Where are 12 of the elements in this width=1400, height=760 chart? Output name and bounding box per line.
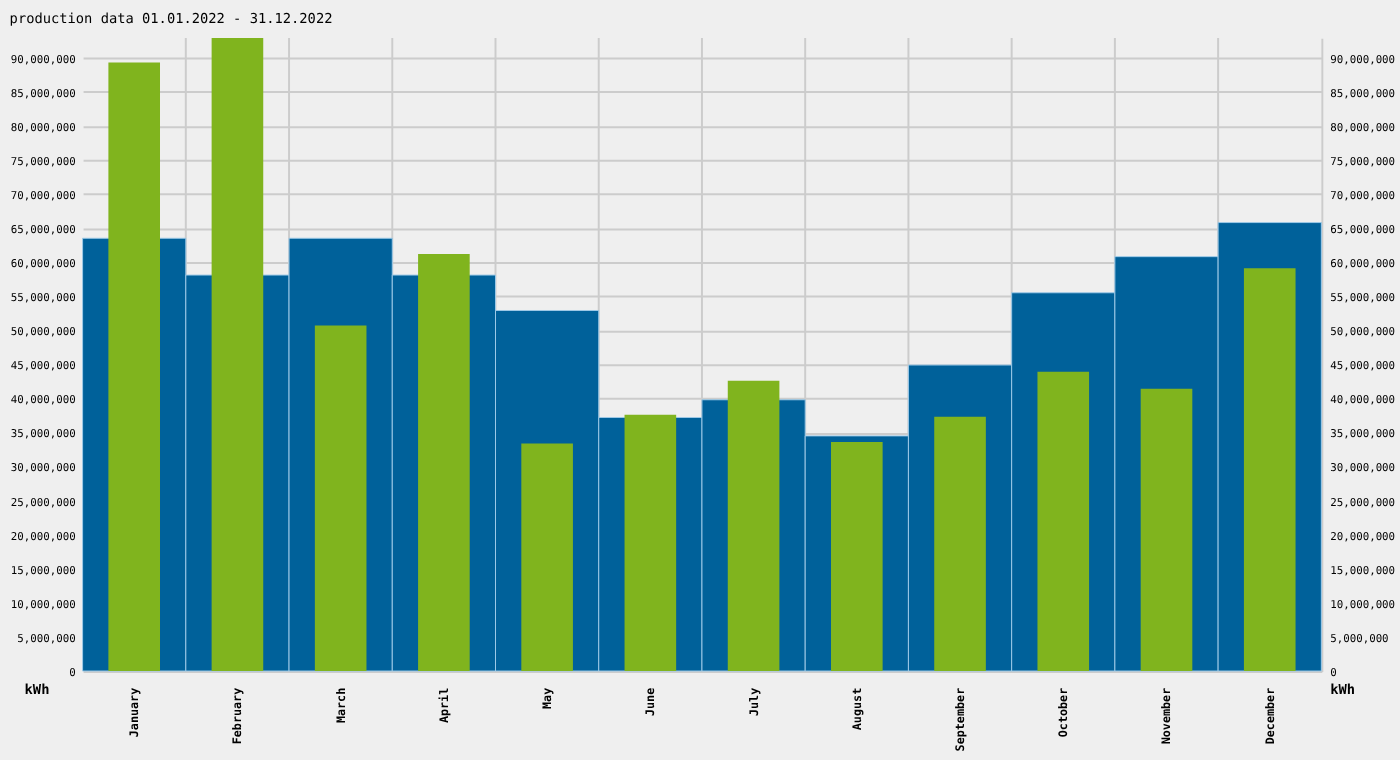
bar [727, 380, 780, 672]
bar [211, 37, 264, 672]
bar [934, 416, 986, 672]
bar [108, 62, 161, 672]
bar [418, 253, 470, 672]
bar [521, 443, 573, 672]
bar [1037, 371, 1090, 672]
bar [1140, 388, 1193, 672]
bar [314, 325, 367, 672]
bar [1243, 268, 1296, 672]
bar [624, 414, 677, 672]
bar [831, 442, 883, 672]
